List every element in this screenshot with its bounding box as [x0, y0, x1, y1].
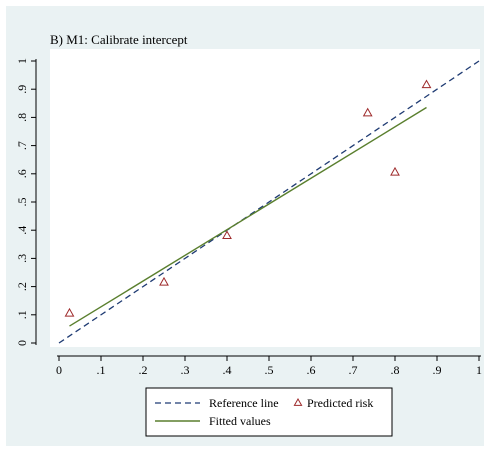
- x-tick-label: 0: [56, 363, 62, 377]
- y-tick-label: .8: [15, 113, 29, 122]
- predicted-risk-point: [64, 307, 75, 317]
- x-tick-label: .8: [391, 363, 400, 377]
- y-tick-label: 0: [15, 340, 29, 346]
- chart-figure: B) M1: Calibrate intercept 0 .1 .2 .3 .4 .5 .6…: [6, 6, 484, 446]
- y-tick-label: .4: [15, 226, 29, 235]
- y-tick-label: .9: [15, 85, 29, 94]
- axes: 0 .1 .2 .3 .4 .5 .6 .7 .8 .9 1 0 .1 .2 .3 .4 .5 .6 .7 .8 .9 1: [15, 58, 482, 377]
- predicted-risk-point: [222, 230, 232, 240]
- series-layer: [58, 60, 480, 344]
- y-tick-label: .6: [15, 169, 29, 178]
- y-tick-label: .7: [15, 141, 29, 150]
- legend: Reference line Predicted risk Fitted value…: [145, 387, 393, 437]
- legend-label-predicted-risk: Predicted risk: [307, 396, 373, 410]
- predicted-risk-point: [362, 107, 373, 117]
- x-tick-label: .5: [265, 363, 274, 377]
- chart-title: B) M1: Calibrate intercept: [50, 32, 188, 47]
- x-tick-label: .4: [223, 363, 232, 377]
- legend-swatch-predicted-risk: [293, 397, 303, 406]
- y-tick-label: .5: [15, 198, 29, 207]
- x-tick-label: .3: [181, 363, 190, 377]
- reference-line: [58, 60, 480, 344]
- predicted-risk-point: [159, 276, 169, 286]
- x-tick-label: .7: [349, 363, 358, 377]
- y-tick-label: 1: [15, 58, 29, 64]
- x-tick-label: .1: [97, 363, 106, 377]
- legend-label-reference-line: Reference line: [209, 396, 279, 410]
- plot-area: [50, 49, 480, 347]
- y-tick-label: .2: [15, 282, 29, 291]
- x-tick-label: 1: [476, 363, 482, 377]
- predicted-risk-point: [390, 166, 400, 176]
- y-tick-label: .1: [15, 310, 29, 319]
- chart-canvas: B) M1: Calibrate intercept 0 .1 .2 .3 .4 .5 .6…: [15, 32, 482, 437]
- x-tick-label: .2: [139, 363, 148, 377]
- fitted-line: [69, 106, 427, 327]
- predicted-risk-point: [421, 79, 432, 89]
- x-tick-label: .9: [433, 363, 442, 377]
- legend-box: [145, 387, 393, 437]
- legend-label-fitted-values: Fitted values: [209, 414, 271, 428]
- y-tick-label: .3: [15, 254, 29, 263]
- x-tick-label: .6: [307, 363, 316, 377]
